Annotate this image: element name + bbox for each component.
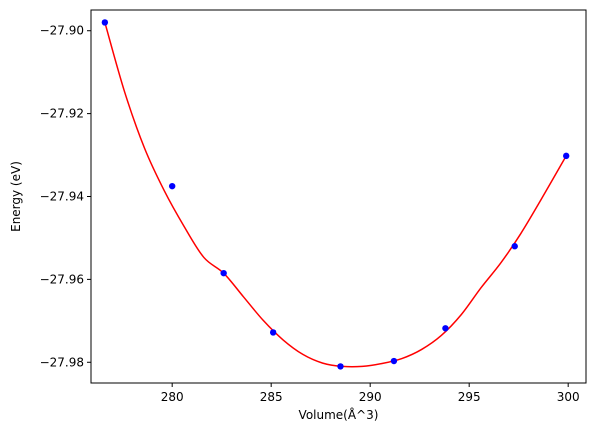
x-axis-ticks: 280 285 290 295 300 xyxy=(161,383,580,404)
fit-curve-line xyxy=(104,22,567,368)
fit-curve-layer xyxy=(104,22,567,368)
y-tick-label: −27.92 xyxy=(40,107,84,121)
data-point xyxy=(101,19,109,26)
y-tick-label: −27.90 xyxy=(40,24,84,38)
data-point xyxy=(269,329,277,336)
x-tick-label: 290 xyxy=(359,390,382,404)
data-point xyxy=(337,363,344,370)
y-tick-label: −27.96 xyxy=(40,272,84,286)
data-point xyxy=(442,325,449,332)
data-point xyxy=(220,269,227,277)
data-point xyxy=(511,243,518,250)
x-tick-label: 285 xyxy=(260,390,283,404)
data-point xyxy=(563,152,570,160)
y-tick-label: −27.94 xyxy=(40,190,84,204)
plot-area xyxy=(91,10,586,383)
x-axis-label: Volume(Å^3) xyxy=(299,407,379,422)
y-tick-label: −27.98 xyxy=(40,355,84,369)
data-point xyxy=(390,357,398,365)
y-axis-ticks: −27.90 −27.92 −27.94 −27.96 −27.98 xyxy=(40,24,91,369)
data-point xyxy=(168,182,176,190)
x-tick-label: 295 xyxy=(458,390,481,404)
x-tick-label: 280 xyxy=(161,390,184,404)
y-axis-label: Energy (eV) xyxy=(9,161,23,232)
points-layer xyxy=(101,19,570,370)
x-tick-label: 300 xyxy=(557,390,580,404)
